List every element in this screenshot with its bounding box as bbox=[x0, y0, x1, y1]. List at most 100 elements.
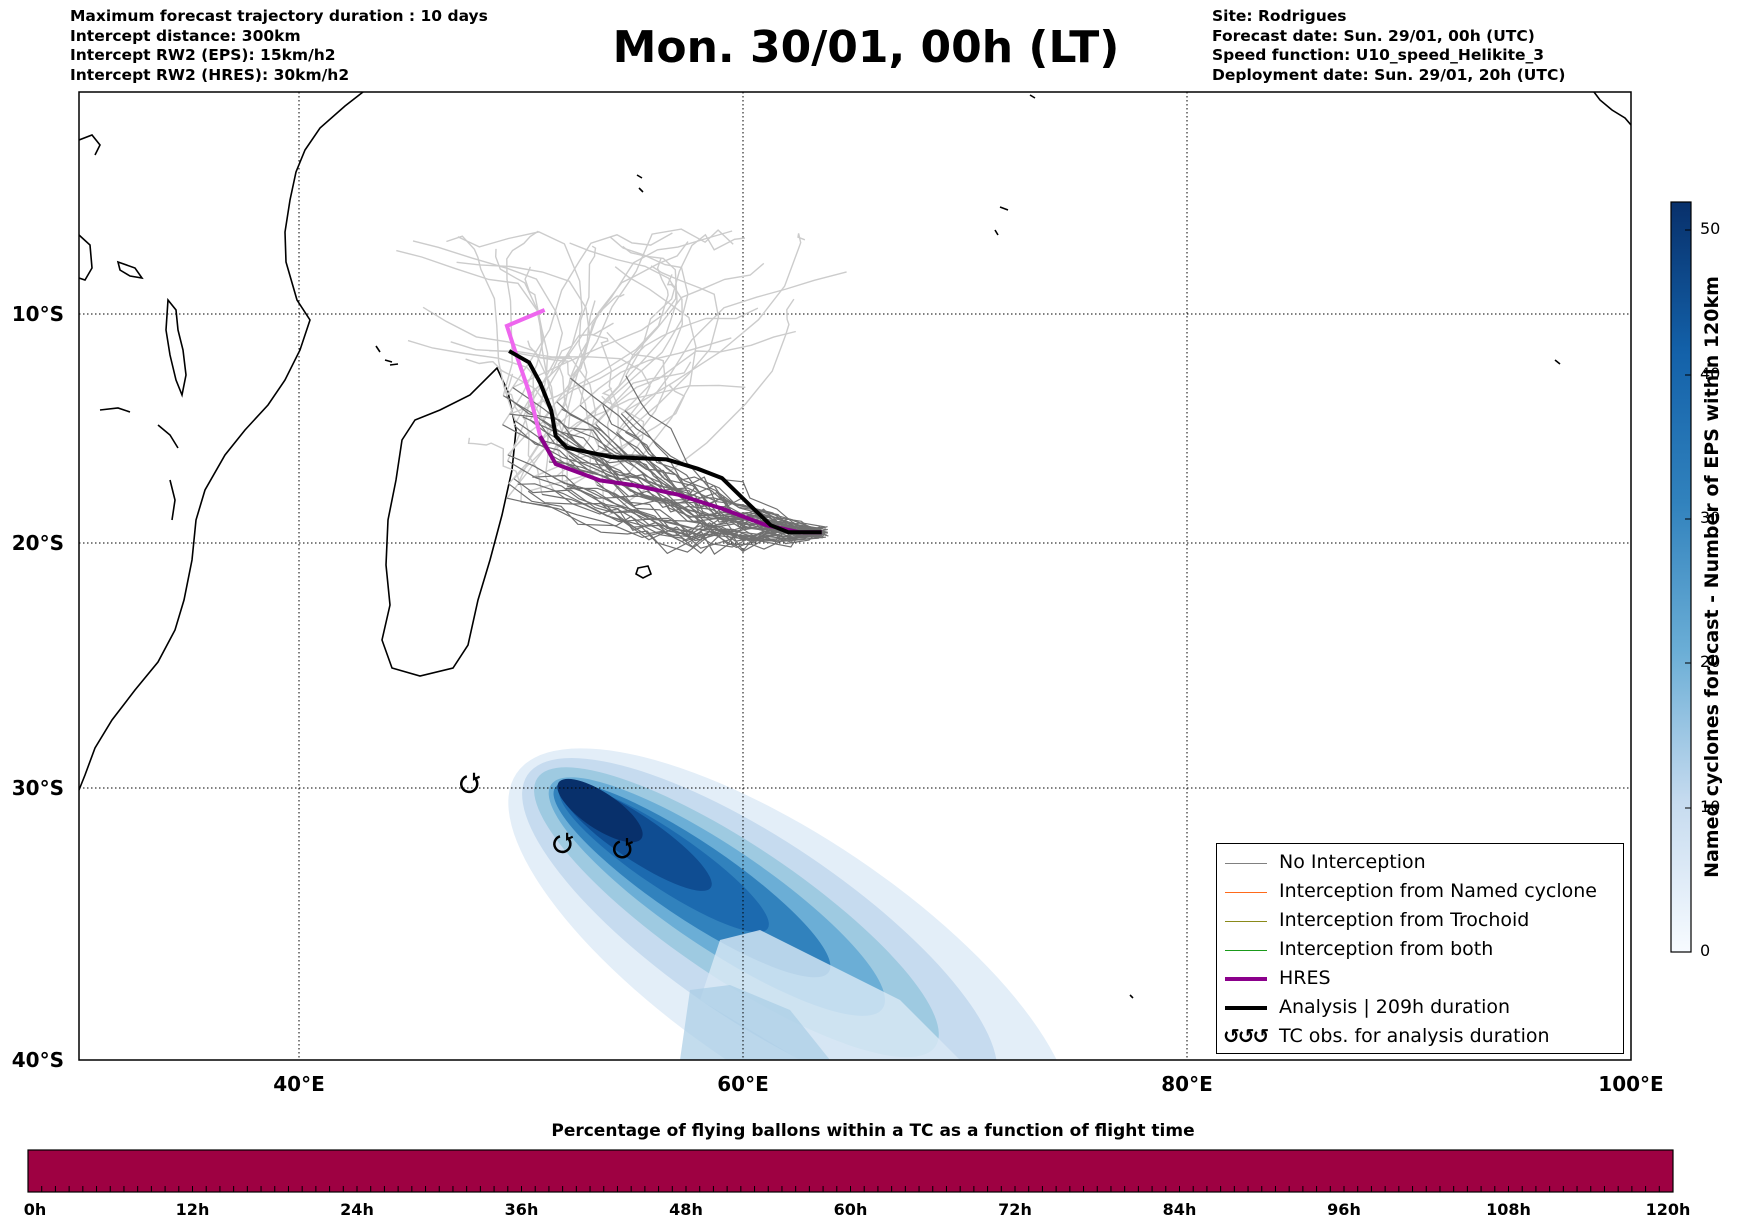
cbar-tick-40: 40 bbox=[1700, 364, 1721, 383]
legend-item-tc-obs: ↺↺↺ TC obs. for analysis duration bbox=[1217, 1023, 1623, 1052]
eps-trajectory bbox=[566, 485, 817, 548]
tc-observation-arrow-icon bbox=[566, 832, 574, 841]
eps-trajectory-late bbox=[624, 265, 720, 433]
legend-label: HRES bbox=[1279, 967, 1331, 989]
legend-label: Interception from both bbox=[1279, 938, 1494, 960]
header-left-line: Intercept distance: 300km bbox=[70, 26, 301, 45]
eps-trajectory bbox=[542, 419, 823, 534]
eps-trajectory-late bbox=[607, 298, 795, 517]
eps-trajectory-late bbox=[595, 330, 796, 425]
tc-observation-icon bbox=[553, 835, 572, 854]
lat-label-30S: 30°S bbox=[11, 776, 64, 800]
eps-trajectory-late bbox=[548, 241, 689, 463]
eps-trajectory-late bbox=[457, 231, 583, 421]
legend-swatch bbox=[1225, 892, 1267, 893]
eps-trajectory-late bbox=[602, 236, 689, 406]
eps-trajectory-late bbox=[506, 232, 673, 397]
tc-observations bbox=[460, 772, 634, 859]
flight-time-ticks bbox=[27, 1186, 1674, 1192]
eps-trajectory bbox=[620, 413, 823, 539]
eps-trajectory bbox=[541, 493, 821, 554]
map-legend: No Interception Interception from Named … bbox=[1216, 843, 1624, 1054]
analysis-track bbox=[508, 349, 822, 535]
eps-trajectory bbox=[520, 501, 826, 555]
eps-trajectory bbox=[529, 419, 823, 529]
eps-trajectory bbox=[509, 413, 829, 537]
tc-obs-symbol-icon: ↺↺↺ bbox=[1223, 1024, 1269, 1048]
mauritius-island bbox=[635, 565, 653, 579]
flight-time-tick-label: 24h bbox=[340, 1200, 374, 1219]
legend-swatch bbox=[1225, 977, 1267, 981]
tc-observation-icon bbox=[460, 775, 479, 794]
legend-item-both: Interception from both bbox=[1217, 936, 1623, 965]
legend-swatch bbox=[1225, 1006, 1267, 1010]
cbar-tick-10: 10 bbox=[1700, 797, 1721, 816]
eps-trajectory-late bbox=[456, 261, 591, 421]
header-right-line: Site: Rodrigues bbox=[1212, 7, 1347, 25]
cbar-tick-50: 50 bbox=[1700, 219, 1721, 238]
eps-trajectory-late bbox=[549, 361, 692, 456]
hres-track bbox=[538, 435, 822, 535]
eps-trajectory bbox=[532, 474, 827, 540]
flight-time-bar-title-container: Percentage of flying ballons within a TC… bbox=[0, 1121, 1754, 1141]
eps-trajectory-late bbox=[594, 271, 847, 461]
eps-trajectory-late bbox=[532, 384, 686, 478]
header-right-line: Speed function: U10_speed_Helikite_3 bbox=[1212, 46, 1545, 64]
legend-item-hres: HRES bbox=[1217, 965, 1623, 994]
flight-time-tick-label: 72h bbox=[998, 1200, 1032, 1219]
flight-time-tick-label: 120h bbox=[1645, 1200, 1691, 1219]
eps-trajectory-late bbox=[589, 333, 625, 456]
eps-trajectory-late bbox=[556, 307, 759, 403]
eps-trajectory bbox=[537, 437, 818, 538]
lat-label-20S: 20°S bbox=[11, 531, 64, 555]
eps-trajectory bbox=[603, 504, 819, 548]
graticule bbox=[79, 92, 1631, 1060]
header-left: Maximum forecast trajectory duration : 1… bbox=[70, 7, 488, 85]
lon-label-100E: 100°E bbox=[1598, 1072, 1664, 1096]
eps-trajectory bbox=[517, 483, 828, 542]
eps-trajectory-late bbox=[512, 274, 677, 389]
legend-label: Interception from Trochoid bbox=[1279, 909, 1530, 931]
eps-trajectory-late bbox=[422, 306, 556, 499]
eps-trajectory-late bbox=[620, 233, 806, 415]
flight-time-bar-title: Percentage of flying ballons within a TC… bbox=[551, 1121, 1195, 1141]
legend-item-no-interception: No Interception bbox=[1217, 849, 1623, 878]
africa-coastline bbox=[79, 92, 364, 791]
eps-trajectory-late bbox=[506, 322, 614, 462]
map-frame bbox=[78, 91, 1632, 1061]
map-title-container: Mon. 30/01, 00h (LT) bbox=[0, 22, 1754, 73]
eps-trajectory-late bbox=[589, 426, 601, 486]
header-left-line: Maximum forecast trajectory duration : 1… bbox=[70, 7, 488, 25]
eps-trajectory-late bbox=[612, 266, 697, 494]
header-left-line: Intercept RW2 (EPS): 15km/h2 bbox=[70, 46, 336, 64]
legend-item-analysis: Analysis | 209h duration bbox=[1217, 994, 1623, 1023]
tc-observation-icon bbox=[613, 840, 632, 859]
eps-density-tail bbox=[680, 930, 960, 1060]
tc-observation-arrow-icon bbox=[472, 772, 481, 781]
cbar-tick-0: 0 bbox=[1700, 941, 1711, 960]
eps-trajectory bbox=[613, 492, 822, 545]
flight-time-tick-label: 84h bbox=[1162, 1200, 1197, 1219]
legend-item-named-cyclone: Interception from Named cyclone bbox=[1217, 878, 1623, 907]
flight-time-tick-label: 96h bbox=[1327, 1200, 1361, 1219]
flight-time-tick-label: 48h bbox=[669, 1200, 703, 1219]
eps-trajectory-late bbox=[599, 387, 614, 506]
header-right: Site: Rodrigues Forecast date: Sun. 29/0… bbox=[1212, 7, 1565, 85]
eps-trajectories-late bbox=[396, 228, 847, 517]
eps-colorbar bbox=[1670, 201, 1692, 953]
flight-time-bar bbox=[27, 1149, 1674, 1193]
lat-label-40S: 40°S bbox=[11, 1048, 64, 1072]
map-title: Mon. 30/01, 00h (LT) bbox=[612, 22, 1120, 73]
flight-time-tick-label: 108h bbox=[1486, 1200, 1531, 1219]
tc-observation-arrow-icon bbox=[625, 837, 634, 847]
eps-colorbar-ticks bbox=[1685, 229, 1691, 953]
eps-trajectory-late bbox=[446, 235, 516, 422]
flight-time-tick-label: 12h bbox=[175, 1200, 210, 1219]
legend-label: TC obs. for analysis duration bbox=[1279, 1025, 1550, 1047]
lon-label-60E: 60°E bbox=[717, 1072, 769, 1096]
eps-trajectory-late bbox=[578, 245, 597, 406]
eps-trajectory-late bbox=[412, 240, 564, 418]
legend-item-trochoid: Interception from Trochoid bbox=[1217, 907, 1623, 936]
header-left-line: Intercept RW2 (HRES): 30km/h2 bbox=[70, 65, 350, 84]
eps-trajectory-late bbox=[508, 337, 732, 485]
